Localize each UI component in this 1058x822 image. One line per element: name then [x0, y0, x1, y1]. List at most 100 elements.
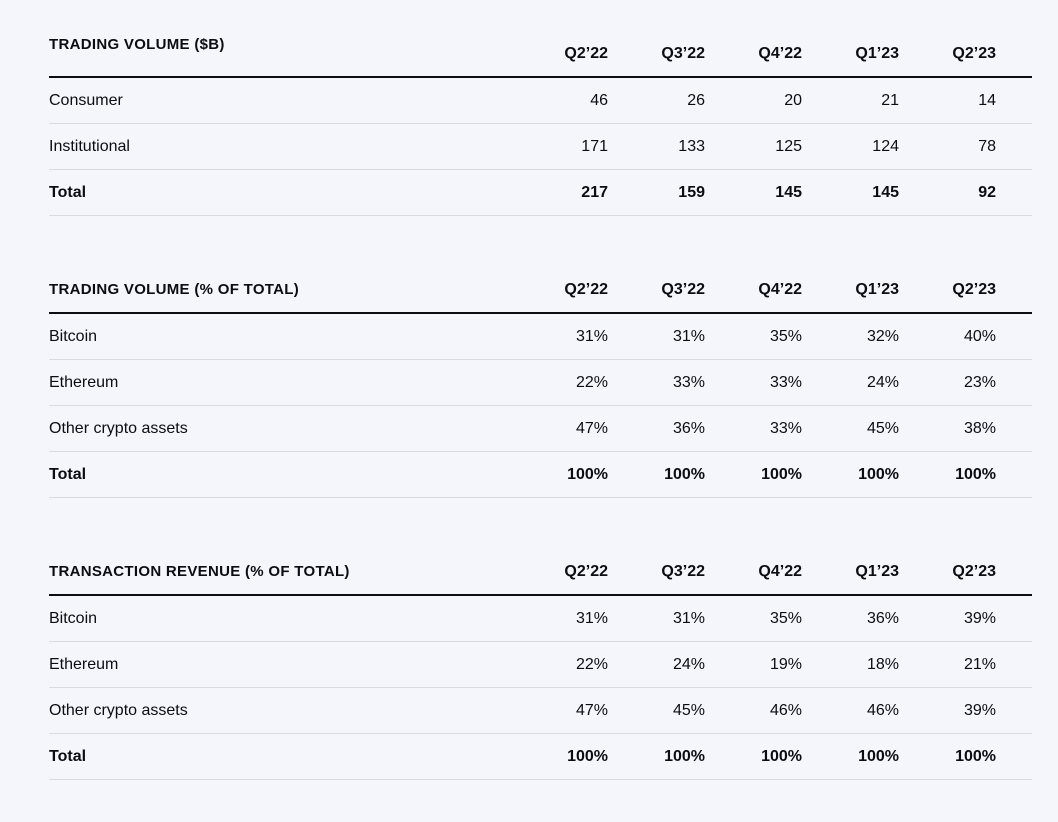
cell-value: 100%	[802, 451, 899, 498]
cell-value: 26	[608, 77, 705, 124]
table-row-consumer: Consumer 46 26 20 21 14	[49, 77, 1032, 124]
table-row-total: Total 217 159 145 145 92	[49, 169, 1032, 216]
cell-value: 32%	[802, 313, 899, 360]
column-header-q3-22: Q3’22	[608, 30, 705, 78]
column-header-q4-22: Q4’22	[705, 266, 802, 314]
row-label: Bitcoin	[49, 313, 511, 360]
table-title: TRANSACTION REVENUE (% OF TOTAL)	[49, 548, 511, 596]
cell-value: 31%	[511, 595, 608, 642]
table-row-ethereum: Ethereum 22% 33% 33% 24% 23%	[49, 359, 1032, 406]
cell-value: 100%	[802, 733, 899, 780]
transaction-revenue-percent-table: TRANSACTION REVENUE (% OF TOTAL) Q2’22 Q…	[49, 548, 1032, 780]
column-header-q4-22: Q4’22	[705, 548, 802, 596]
column-header-q2-23: Q2’23	[899, 30, 1032, 78]
cell-value: 100%	[899, 451, 1032, 498]
cell-value: 35%	[705, 595, 802, 642]
column-header-q2-22: Q2’22	[511, 266, 608, 314]
table-row-institutional: Institutional 171 133 125 124 78	[49, 123, 1032, 170]
cell-value: 33%	[705, 405, 802, 452]
cell-value: 47%	[511, 405, 608, 452]
cell-value: 36%	[608, 405, 705, 452]
row-label: Total	[49, 451, 511, 498]
cell-value: 20	[705, 77, 802, 124]
table-header-row: TRANSACTION REVENUE (% OF TOTAL) Q2’22 Q…	[49, 548, 1032, 596]
cell-value: 36%	[802, 595, 899, 642]
cell-value: 100%	[608, 451, 705, 498]
column-header-q4-22: Q4’22	[705, 30, 802, 78]
table-header-row: TRADING VOLUME (% OF TOTAL) Q2’22 Q3’22 …	[49, 266, 1032, 314]
cell-value: 45%	[608, 687, 705, 734]
column-header-q2-22: Q2’22	[511, 548, 608, 596]
cell-value: 171	[511, 123, 608, 170]
table-title-text: TRADING VOLUME ($B)	[49, 36, 225, 53]
cell-value: 47%	[511, 687, 608, 734]
cell-value: 145	[705, 169, 802, 216]
cell-value: 100%	[511, 451, 608, 498]
cell-value: 24%	[802, 359, 899, 406]
row-label: Ethereum	[49, 641, 511, 688]
cell-value: 92	[899, 169, 1032, 216]
column-header-q2-23: Q2’23	[899, 548, 1032, 596]
financial-metrics-page: TRADING VOLUME ($B) Q2’22 Q3’22 Q4’22 Q1…	[49, 30, 1032, 780]
cell-value: 23%	[899, 359, 1032, 406]
table-title: TRADING VOLUME (% OF TOTAL)	[49, 266, 511, 314]
cell-value: 31%	[608, 595, 705, 642]
column-header-q1-23: Q1’23	[802, 548, 899, 596]
row-label: Bitcoin	[49, 595, 511, 642]
cell-value: 22%	[511, 641, 608, 688]
cell-value: 145	[802, 169, 899, 216]
cell-value: 39%	[899, 595, 1032, 642]
table-row-bitcoin: Bitcoin 31% 31% 35% 32% 40%	[49, 313, 1032, 360]
cell-value: 21	[802, 77, 899, 124]
cell-value: 18%	[802, 641, 899, 688]
cell-value: 33%	[608, 359, 705, 406]
cell-value: 31%	[608, 313, 705, 360]
column-header-q1-23: Q1’23	[802, 30, 899, 78]
column-header-q3-22: Q3’22	[608, 266, 705, 314]
cell-value: 124	[802, 123, 899, 170]
column-header-q3-22: Q3’22	[608, 548, 705, 596]
table-title: TRADING VOLUME ($B)	[49, 30, 511, 78]
column-header-q2-23: Q2’23	[899, 266, 1032, 314]
table-title-text: TRADING VOLUME (% OF TOTAL)	[49, 281, 300, 298]
row-label: Total	[49, 733, 511, 780]
cell-value: 35%	[705, 313, 802, 360]
column-header-q1-23: Q1’23	[802, 266, 899, 314]
cell-value: 19%	[705, 641, 802, 688]
cell-value: 22%	[511, 359, 608, 406]
table-row-ethereum: Ethereum 22% 24% 19% 18% 21%	[49, 641, 1032, 688]
cell-value: 21%	[899, 641, 1032, 688]
column-header-q2-22: Q2’22	[511, 30, 608, 78]
row-label: Other crypto assets	[49, 405, 511, 452]
table-row-bitcoin: Bitcoin 31% 31% 35% 36% 39%	[49, 595, 1032, 642]
row-label: Other crypto assets	[49, 687, 511, 734]
cell-value: 39%	[899, 687, 1032, 734]
cell-value: 133	[608, 123, 705, 170]
cell-value: 38%	[899, 405, 1032, 452]
cell-value: 14	[899, 77, 1032, 124]
cell-value: 40%	[899, 313, 1032, 360]
row-label: Ethereum	[49, 359, 511, 406]
row-label: Total	[49, 169, 511, 216]
cell-value: 159	[608, 169, 705, 216]
cell-value: 46	[511, 77, 608, 124]
trading-volume-percent-table: TRADING VOLUME (% OF TOTAL) Q2’22 Q3’22 …	[49, 266, 1032, 498]
cell-value: 100%	[608, 733, 705, 780]
cell-value: 217	[511, 169, 608, 216]
cell-value: 100%	[899, 733, 1032, 780]
table-row-other-crypto-assets: Other crypto assets 47% 36% 33% 45% 38%	[49, 405, 1032, 452]
table-row-total: Total 100% 100% 100% 100% 100%	[49, 451, 1032, 498]
table-title-text: TRANSACTION REVENUE (% OF TOTAL)	[49, 563, 350, 580]
table-header-row: TRADING VOLUME ($B) Q2’22 Q3’22 Q4’22 Q1…	[49, 30, 1032, 78]
cell-value: 46%	[802, 687, 899, 734]
cell-value: 100%	[705, 451, 802, 498]
cell-value: 100%	[705, 733, 802, 780]
cell-value: 45%	[802, 405, 899, 452]
cell-value: 100%	[511, 733, 608, 780]
cell-value: 24%	[608, 641, 705, 688]
cell-value: 125	[705, 123, 802, 170]
trading-volume-dollars-table: TRADING VOLUME ($B) Q2’22 Q3’22 Q4’22 Q1…	[49, 30, 1032, 216]
cell-value: 33%	[705, 359, 802, 406]
table-row-other-crypto-assets: Other crypto assets 47% 45% 46% 46% 39%	[49, 687, 1032, 734]
cell-value: 31%	[511, 313, 608, 360]
